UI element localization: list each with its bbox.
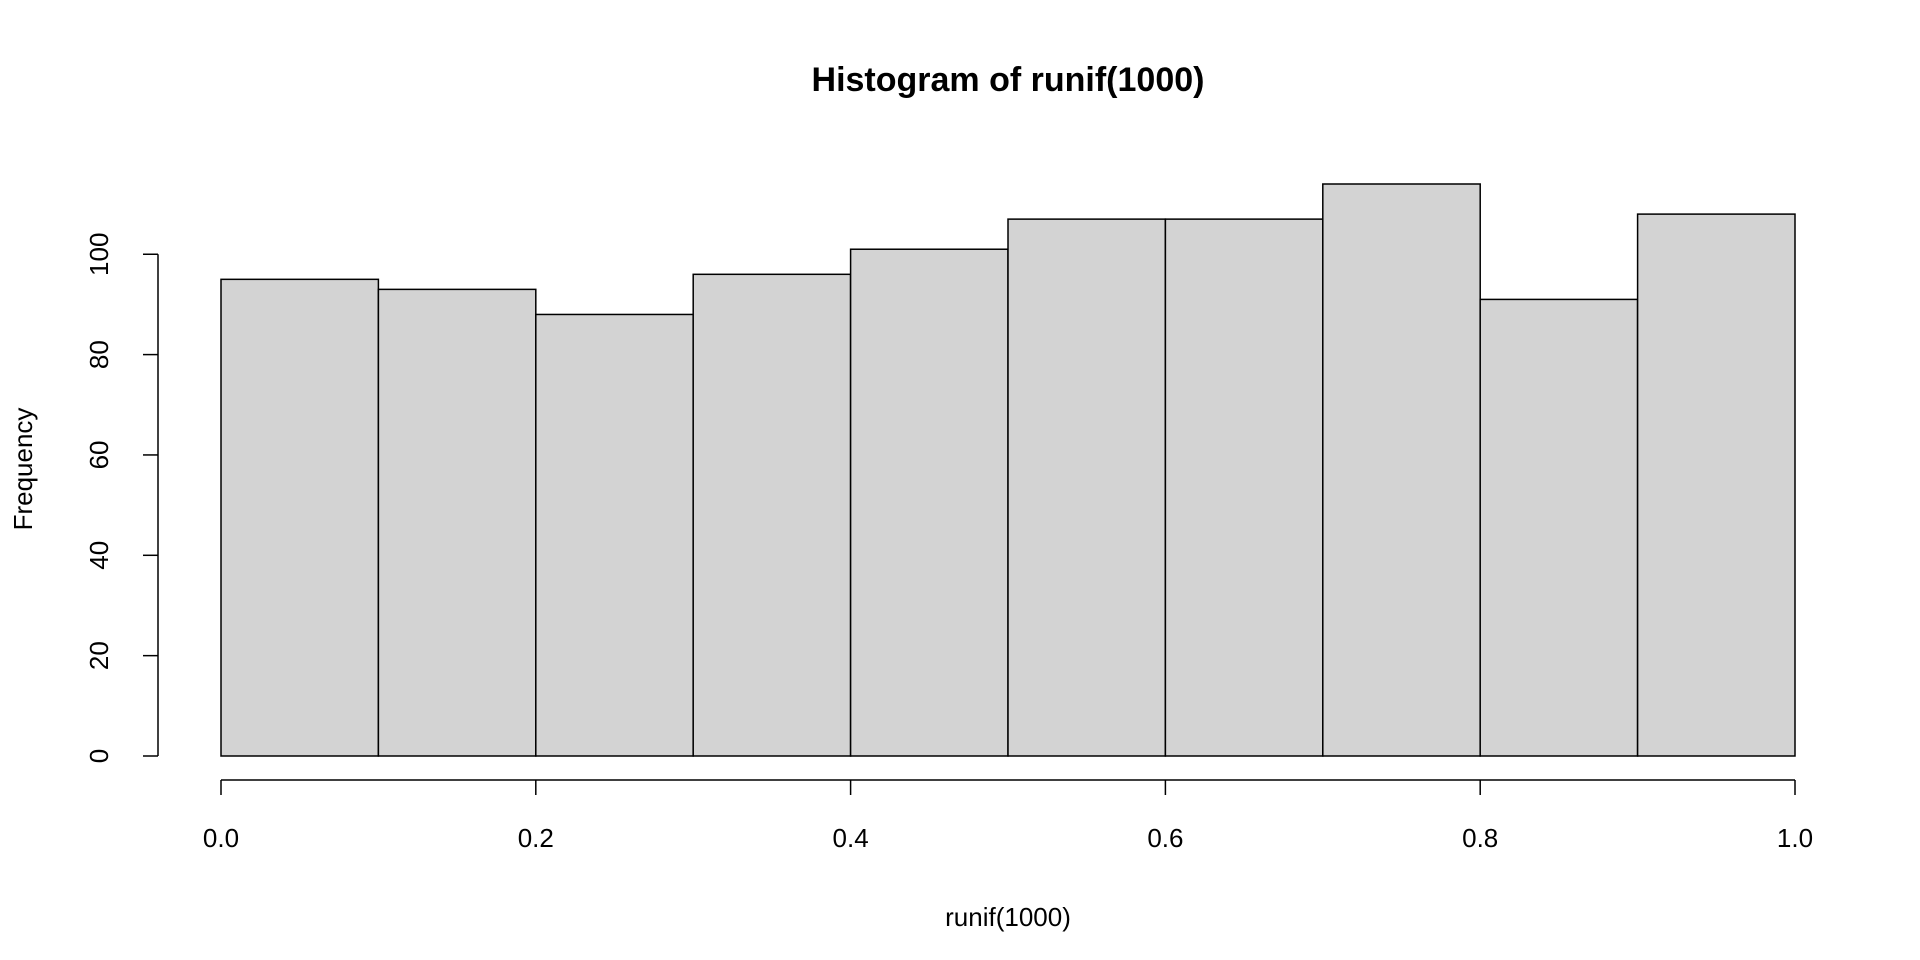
bar <box>1322 183 1481 757</box>
bar <box>849 248 1009 757</box>
x-tick-label: 0.0 <box>203 823 239 853</box>
bar <box>535 313 694 757</box>
y-axis-label: Frequency <box>8 408 38 531</box>
x-axis-label: runif(1000) <box>945 902 1071 932</box>
y-tick-label: 100 <box>84 233 114 276</box>
x-tick-label: 0.2 <box>518 823 554 853</box>
x-tick-label: 0.8 <box>1462 823 1498 853</box>
bar <box>1164 218 1324 757</box>
y-tick-label: 20 <box>84 641 114 670</box>
bar <box>1479 298 1639 757</box>
x-tick-label: 0.6 <box>1147 823 1183 853</box>
bar <box>692 273 852 757</box>
chart-title: Histogram of runif(1000) <box>812 61 1205 99</box>
y-tick-label: 80 <box>84 340 114 369</box>
x-tick-label: 1.0 <box>1777 823 1813 853</box>
bar <box>377 288 537 757</box>
bar <box>1636 213 1796 757</box>
bar <box>1007 218 1167 757</box>
bar <box>220 278 380 757</box>
x-tick-label: 0.4 <box>833 823 869 853</box>
y-tick-label: 40 <box>84 541 114 570</box>
y-tick-label: 60 <box>84 440 114 469</box>
y-tick-label: 0 <box>84 749 114 763</box>
